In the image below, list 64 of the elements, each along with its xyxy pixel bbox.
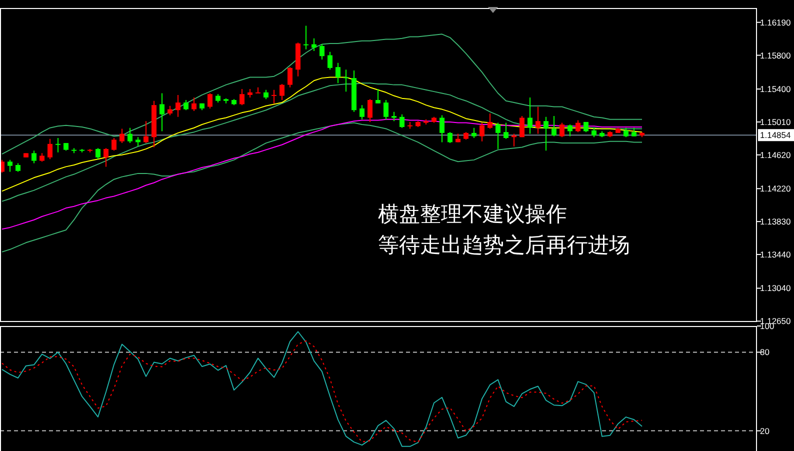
candlestick bbox=[536, 106, 540, 134]
candlestick bbox=[184, 100, 188, 111]
candlestick bbox=[568, 124, 572, 137]
candlestick bbox=[480, 122, 484, 142]
candlestick bbox=[280, 83, 284, 101]
candlestick bbox=[144, 120, 148, 144]
candlestick bbox=[368, 98, 372, 122]
annotation: 等待走出趋势之后再行进场 bbox=[378, 233, 630, 257]
candlestick bbox=[304, 25, 308, 50]
candlestick bbox=[32, 150, 36, 164]
candlestick bbox=[56, 137, 60, 153]
candlestick bbox=[112, 137, 116, 152]
candlestick bbox=[208, 92, 212, 109]
candlestick bbox=[336, 62, 340, 84]
candlestick bbox=[504, 122, 508, 140]
candlestick bbox=[288, 66, 292, 88]
y-tick-label: 1.15010 bbox=[760, 116, 791, 127]
candlestick bbox=[8, 159, 12, 172]
candlestick bbox=[592, 127, 596, 138]
candlestick bbox=[192, 96, 196, 112]
candlestick bbox=[240, 88, 244, 106]
candlestick bbox=[360, 104, 364, 120]
candlestick bbox=[344, 69, 348, 92]
candlestick bbox=[448, 132, 452, 144]
candlestick bbox=[136, 136, 140, 147]
candlestick bbox=[104, 148, 108, 168]
candlestick bbox=[376, 88, 380, 104]
y-tick-label: 1.13040 bbox=[760, 283, 791, 294]
ref-line-label: 1.14854 bbox=[760, 130, 791, 140]
annotation: 横盘整理不建议操作 bbox=[378, 202, 567, 226]
candlestick bbox=[48, 138, 52, 160]
line-series bbox=[2, 34, 642, 155]
candlestick bbox=[552, 116, 556, 137]
candlestick bbox=[128, 127, 132, 144]
candlestick bbox=[120, 128, 124, 144]
y-tick-label: 1.13830 bbox=[760, 216, 791, 227]
candlestick bbox=[160, 92, 164, 132]
candlestick bbox=[576, 120, 580, 133]
candlestick bbox=[520, 116, 524, 138]
candlestick bbox=[488, 113, 492, 130]
candlestick bbox=[264, 89, 268, 100]
y-tick-label: 20 bbox=[760, 426, 770, 436]
y-tick-label: 1.14620 bbox=[760, 150, 791, 160]
y-tick-label: 1.13440 bbox=[760, 249, 791, 260]
y-tick-label: 1.15400 bbox=[760, 84, 791, 94]
y-tick-label: 80 bbox=[760, 347, 770, 358]
candlestick bbox=[328, 51, 332, 70]
candlestick bbox=[624, 127, 628, 138]
y-tick-label: 1.16190 bbox=[760, 17, 791, 28]
candlestick bbox=[320, 44, 324, 60]
candlestick bbox=[168, 105, 172, 116]
candlestick bbox=[96, 148, 100, 160]
candlestick bbox=[176, 94, 180, 118]
candlestick bbox=[528, 96, 532, 134]
candlestick bbox=[440, 114, 444, 143]
candlestick bbox=[544, 116, 548, 152]
candlestick bbox=[496, 122, 500, 150]
candlestick bbox=[384, 100, 388, 120]
y-tick-label: 1.15800 bbox=[760, 50, 791, 60]
y-tick-label: 1.14220 bbox=[760, 184, 791, 194]
candlestick bbox=[472, 127, 476, 138]
candlestick bbox=[272, 89, 276, 104]
candlestick bbox=[400, 114, 404, 128]
candlestick bbox=[560, 122, 564, 138]
